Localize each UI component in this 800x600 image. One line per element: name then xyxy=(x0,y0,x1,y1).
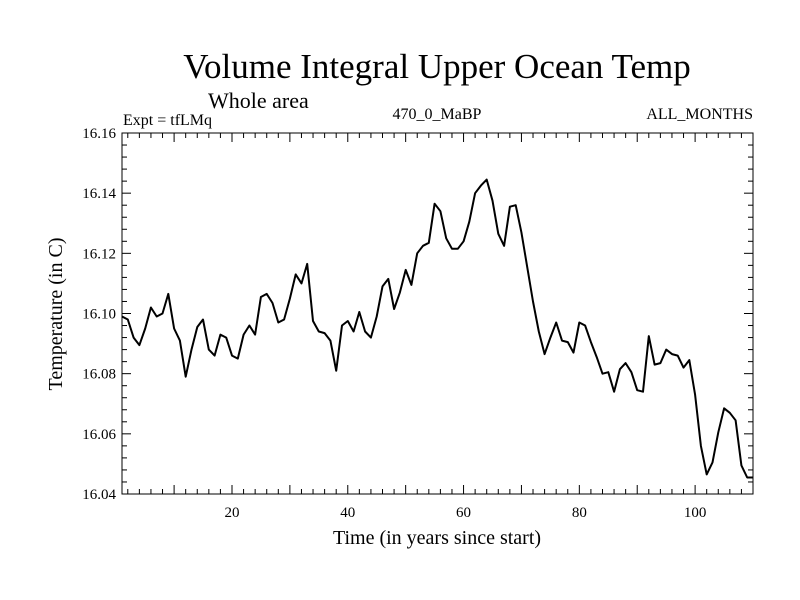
y-axis-label: Temperature (in C) xyxy=(45,238,67,391)
x-tick-label: 40 xyxy=(340,505,355,521)
y-tick-label: 16.04 xyxy=(82,487,116,503)
months-label: ALL_MONTHS xyxy=(646,106,753,123)
y-tick-label: 16.06 xyxy=(82,427,116,443)
plot-frame xyxy=(121,132,754,495)
y-tick-label: 16.10 xyxy=(82,307,116,323)
x-tick-label: 60 xyxy=(456,505,471,521)
run-label: 470_0_MaBP xyxy=(393,106,482,123)
y-tick-label: 16.08 xyxy=(82,367,116,383)
y-tick-label: 16.12 xyxy=(82,246,116,262)
experiment-label: Expt = tfLMq xyxy=(123,112,212,129)
x-tick-label: 20 xyxy=(224,505,239,521)
y-tick-label: 16.14 xyxy=(82,186,116,202)
chart-title: Volume Integral Upper Ocean Temp xyxy=(183,47,690,86)
series-line xyxy=(121,178,753,479)
axis-tick-labels: 20 40 60 80 100 16.04 16.06 16.08 16.10 16.12 16.1… xyxy=(82,126,706,521)
y-tick-label: 16.16 xyxy=(82,126,116,142)
chart-subtitle: Whole area xyxy=(208,88,309,113)
x-tick-label: 100 xyxy=(684,505,707,521)
x-tick-label: 80 xyxy=(572,505,587,521)
axis-ticks xyxy=(122,132,754,495)
x-axis-label: Time (in years since start) xyxy=(333,527,541,549)
